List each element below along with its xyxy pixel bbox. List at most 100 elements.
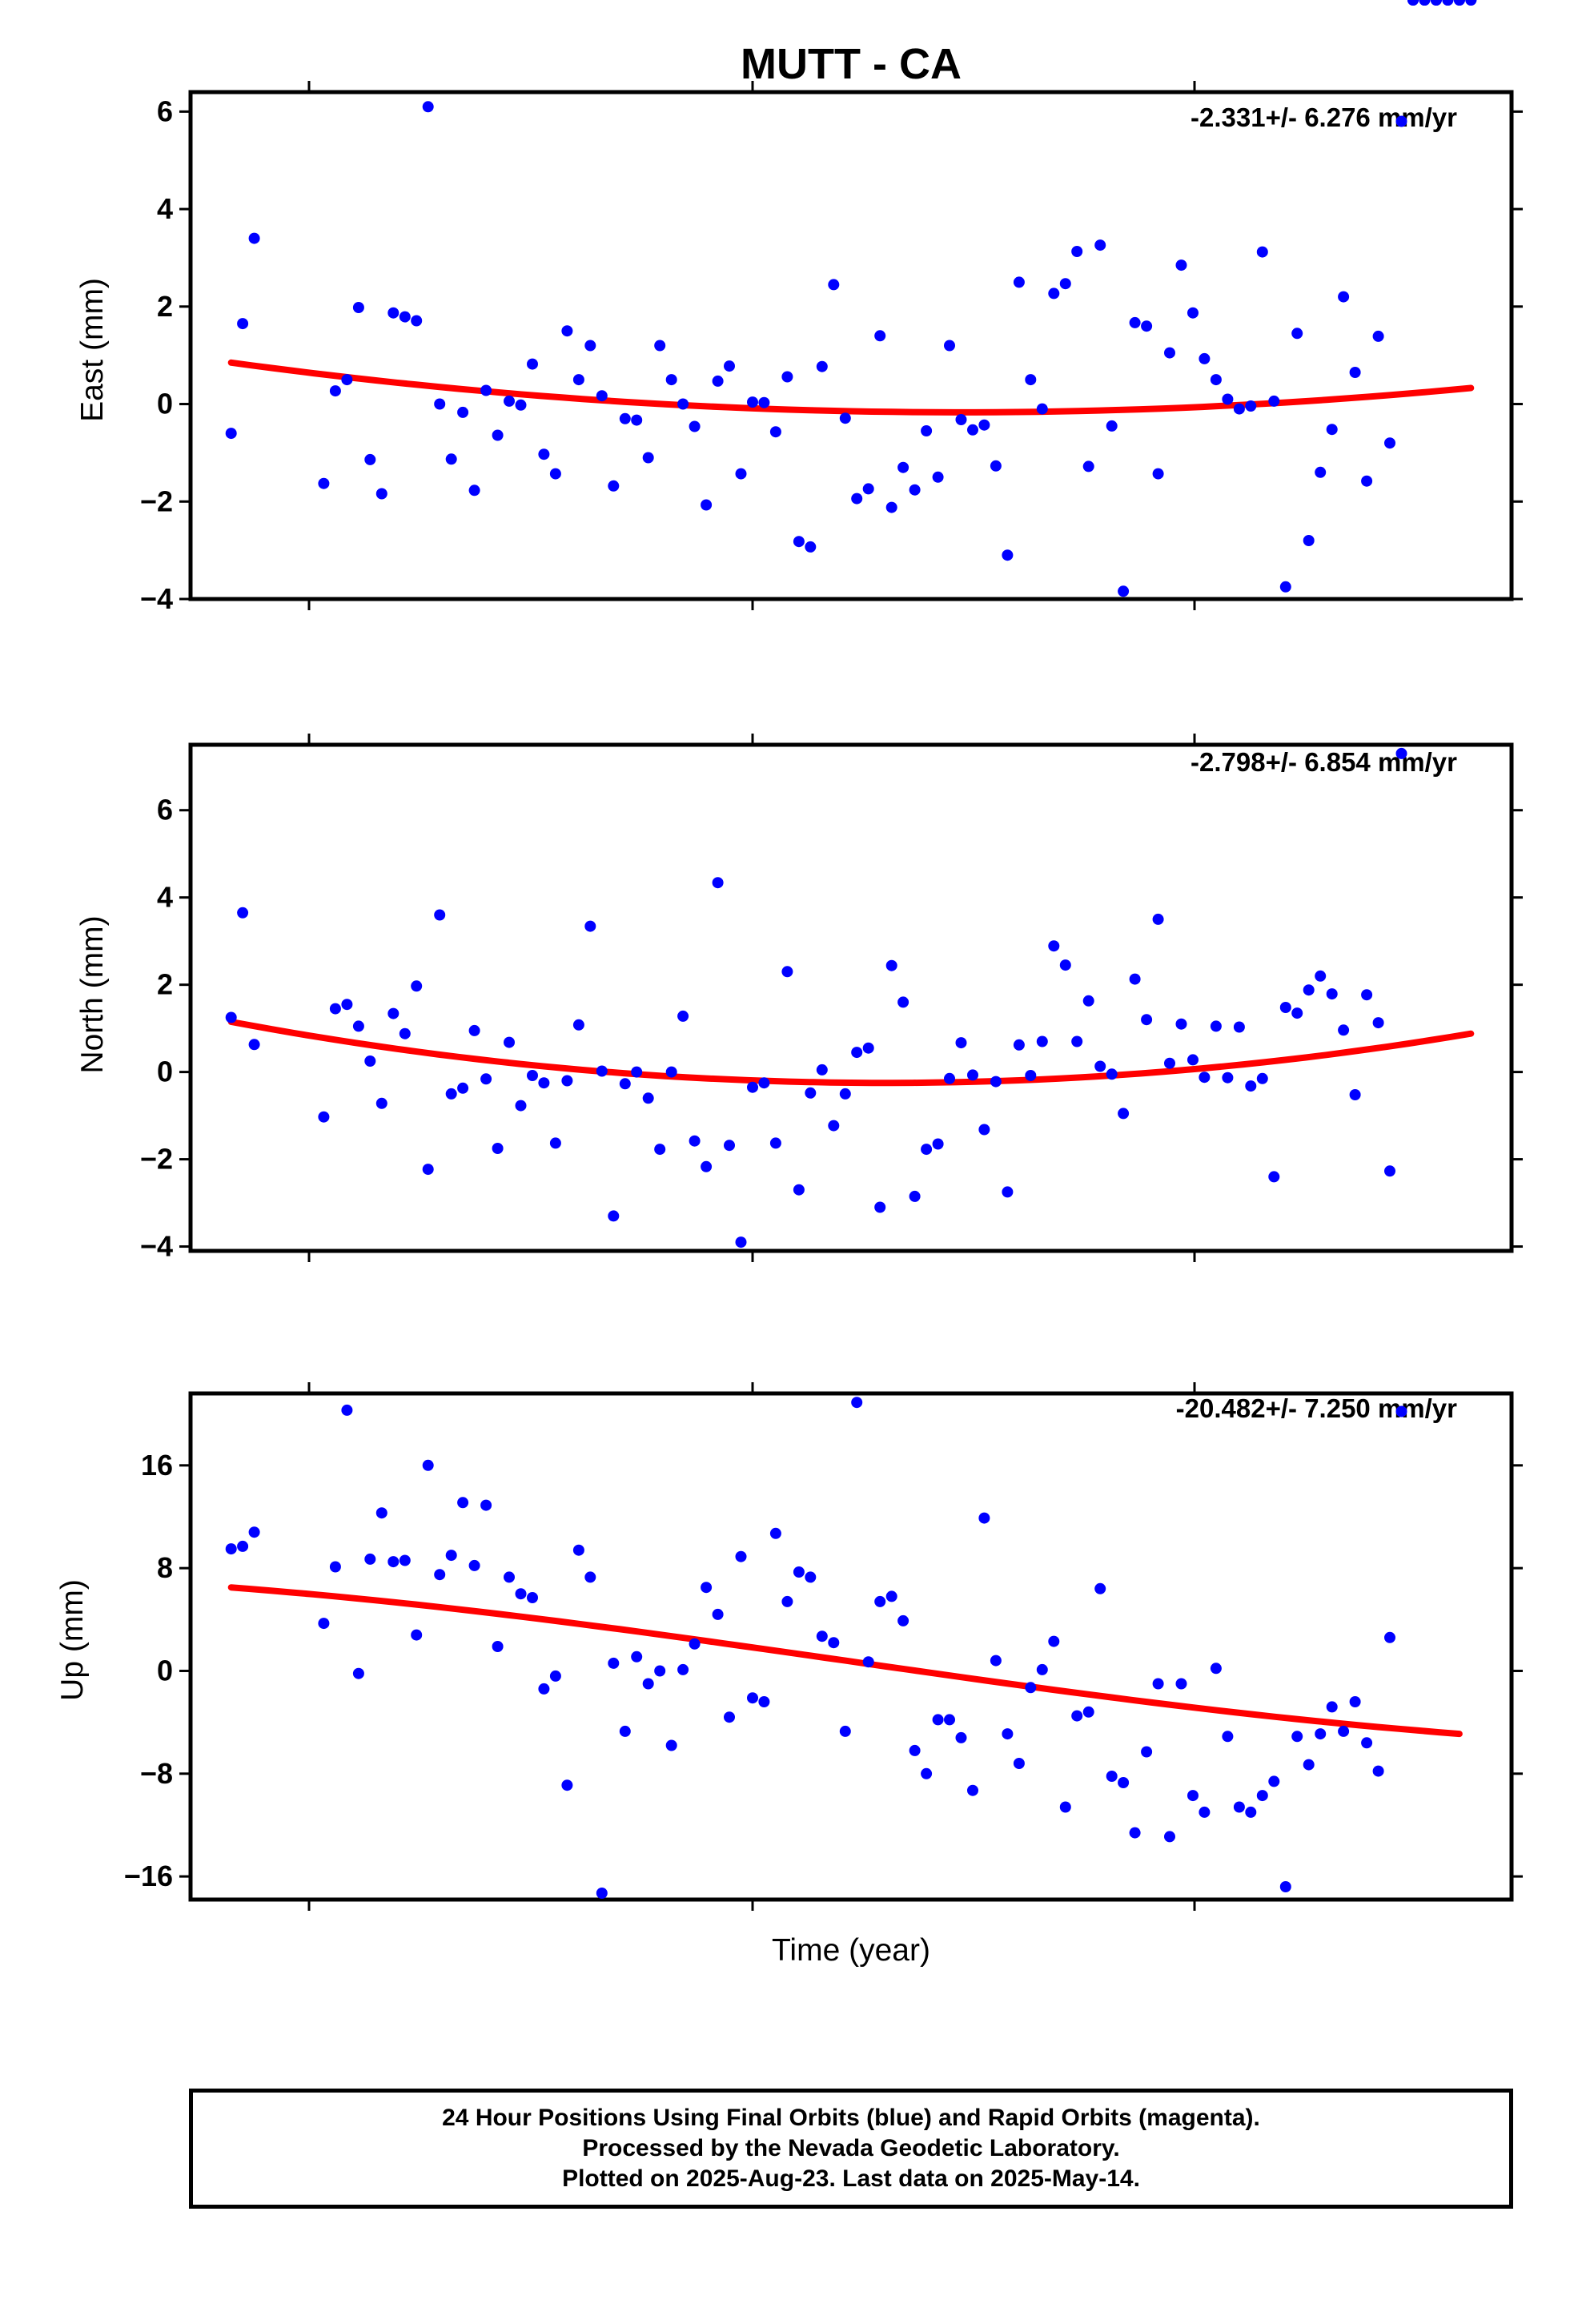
east-point (1106, 420, 1118, 432)
north-point (1025, 1070, 1037, 1081)
east-ytick-label: −4 (140, 582, 173, 615)
north-point (665, 1066, 677, 1078)
north-point (1315, 970, 1327, 982)
up-panel: Up (mm) -20.482+/- 7.250 mm/yr 16 8 0 −8 −16 (55, 0, 1523, 1911)
up-point (712, 1608, 724, 1620)
east-point (769, 426, 781, 438)
up-point (677, 1663, 689, 1675)
north-point (955, 1037, 967, 1049)
north-point (793, 1184, 805, 1196)
north-point (712, 877, 724, 889)
east-point (897, 461, 909, 473)
up-point (1442, 0, 1454, 6)
east-point (1141, 320, 1153, 332)
east-point (329, 385, 341, 397)
east-point (1256, 246, 1268, 258)
east-point (851, 493, 863, 505)
east-point (909, 484, 921, 496)
north-point (1152, 913, 1164, 925)
up-point (689, 1638, 701, 1650)
up-frame (188, 1391, 1514, 1902)
up-point (897, 1614, 909, 1626)
up-point (515, 1588, 527, 1600)
x-axis-label: Time (year) (772, 1933, 930, 1968)
east-point (480, 384, 492, 396)
up-point (1453, 0, 1465, 6)
north-point (758, 1077, 770, 1089)
footer-line-1: 24 Hour Positions Using Final Orbits (bl… (442, 2105, 1260, 2131)
up-point (1245, 1806, 1257, 1818)
up-point (538, 1683, 550, 1695)
up-point (329, 1561, 341, 1573)
north-point (839, 1088, 851, 1100)
up-point (1268, 1775, 1280, 1787)
up-point (572, 1544, 584, 1556)
north-point (225, 1011, 237, 1023)
up-point (1419, 0, 1431, 6)
north-point (874, 1201, 886, 1213)
east-point (1082, 460, 1094, 472)
east-frame (188, 90, 1514, 601)
north-ytick-label: −2 (140, 1143, 173, 1176)
north-point (480, 1073, 492, 1085)
east-point (758, 396, 770, 408)
up-point (1303, 1759, 1315, 1771)
north-point (1175, 1018, 1187, 1030)
up-point (1349, 1696, 1361, 1707)
east-point (1279, 581, 1291, 593)
east-point (1326, 424, 1338, 436)
up-point (990, 1655, 1002, 1667)
north-point (434, 909, 446, 921)
east-point (978, 419, 990, 431)
up-point (225, 1543, 237, 1555)
north-point (1349, 1089, 1361, 1100)
north-point (909, 1190, 921, 1202)
east-point (1315, 466, 1327, 478)
north-point (1338, 1024, 1350, 1036)
east-point (584, 340, 596, 352)
up-point (665, 1739, 677, 1751)
footer-line-3: Plotted on 2025-Aug-23. Last data on 202… (562, 2165, 1140, 2192)
north-point (375, 1097, 387, 1109)
up-point (352, 1667, 364, 1679)
up-rate-label: -20.482+/- 7.250 mm/yr (1176, 1393, 1457, 1423)
east-point (422, 101, 434, 113)
up-point (909, 1744, 921, 1756)
east-point (944, 340, 955, 352)
east-point (1245, 400, 1257, 412)
up-point (1233, 1801, 1245, 1813)
east-point (816, 360, 828, 372)
up-point (1059, 1801, 1071, 1813)
east-point (1129, 316, 1141, 328)
up-point (828, 1637, 840, 1649)
north-point (781, 966, 793, 978)
east-point (538, 448, 550, 460)
north-point (584, 920, 596, 932)
up-ytick-label: −8 (140, 1757, 173, 1790)
footer-line-2: Processed by the Nevada Geodetic Laborat… (582, 2135, 1120, 2161)
east-point (375, 488, 387, 500)
east-point (399, 311, 411, 323)
east-point (318, 477, 330, 489)
east-point (642, 452, 654, 464)
up-point (318, 1618, 330, 1630)
east-point (712, 375, 724, 387)
up-point (492, 1641, 504, 1652)
east-point (955, 414, 967, 425)
north-point (944, 1072, 955, 1084)
east-point (515, 399, 527, 411)
up-point (237, 1540, 249, 1552)
north-point (747, 1081, 758, 1093)
east-point (654, 340, 666, 352)
up-point (874, 1595, 886, 1607)
east-point (735, 468, 747, 480)
north-ytick-label: 6 (157, 794, 173, 826)
up-point (375, 1507, 387, 1519)
east-point (724, 360, 735, 372)
north-point (1129, 973, 1141, 985)
north-point (978, 1124, 990, 1136)
north-trend-line (227, 1019, 1475, 1087)
east-point (387, 307, 400, 319)
up-point (1384, 1631, 1395, 1643)
